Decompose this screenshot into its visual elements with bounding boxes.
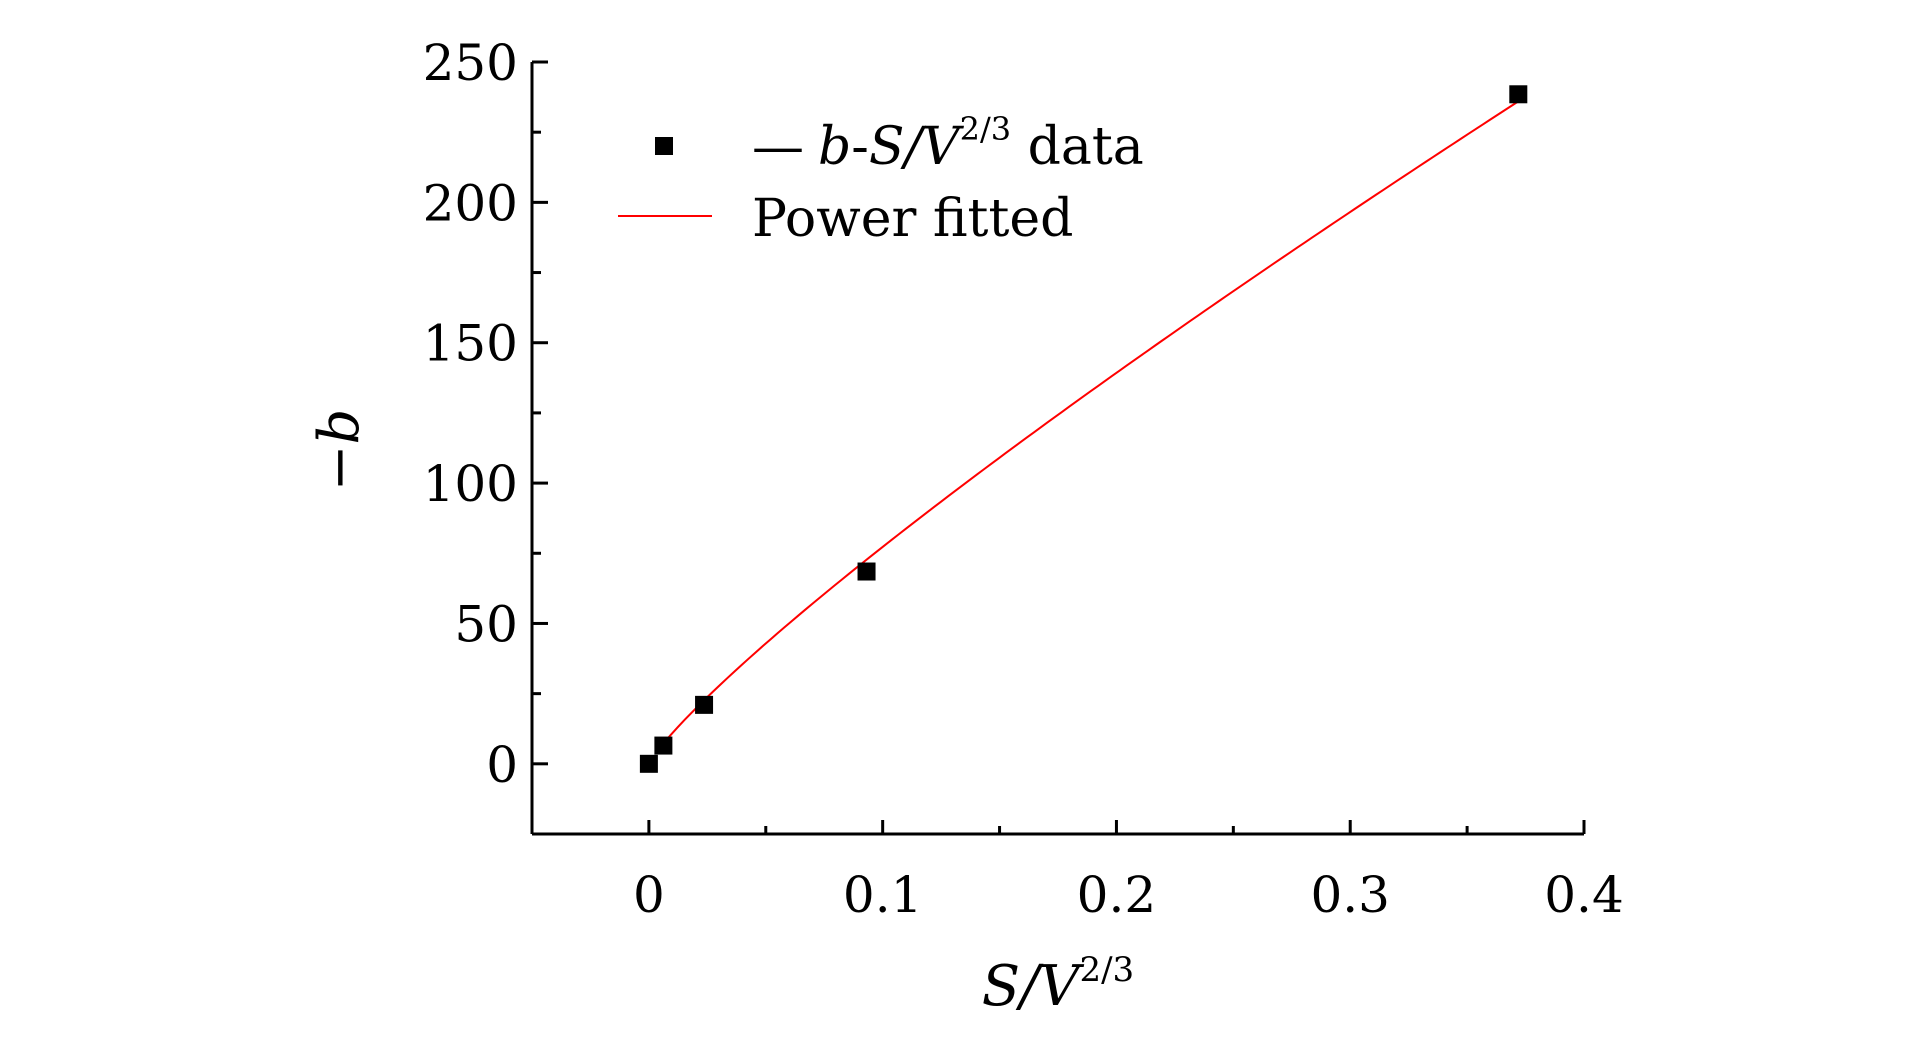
legend-label-data: — b-S/V2/3 data — [752, 110, 1144, 177]
legend-label-data-sup: 2/3 — [960, 110, 1012, 148]
y-tick-label: 100 — [423, 455, 518, 513]
y-tick-label: 50 — [454, 595, 518, 653]
ticks — [532, 60, 1586, 834]
legend-label-data-b: b — [818, 117, 851, 177]
x-axis-title-sup: 2/3 — [1079, 950, 1134, 990]
legend-label-data-sv: S/V — [869, 117, 964, 177]
x-tick-label: 0 — [633, 866, 665, 924]
legend-label-data-sep: - — [851, 117, 869, 177]
data-point — [1509, 85, 1528, 104]
data-point — [639, 754, 658, 773]
fit-layer — [662, 100, 1519, 745]
x-axis-title-base: S/V — [982, 954, 1085, 1019]
x-axis-title: S/V2/3 — [982, 950, 1134, 1019]
tick-labels: 0 0.1 0.2 0.3 0.4 0 50 100 150 200 250 — [423, 34, 1624, 924]
x-tick-label: 0.4 — [1544, 866, 1624, 924]
data-point — [857, 562, 876, 581]
power-fit-line — [662, 100, 1519, 745]
y-tick-label: 150 — [423, 315, 518, 373]
y-tick-label: 200 — [423, 174, 518, 232]
y-axis-title: −b — [307, 409, 372, 492]
legend-label-data-dash: — — [752, 117, 804, 177]
legend-marker-data — [655, 137, 673, 155]
data-point — [654, 736, 673, 755]
data-point — [695, 695, 714, 714]
x-tick-label: 0.2 — [1077, 866, 1157, 924]
legend-label-data-suffix: data — [1011, 117, 1144, 177]
legend-label-fit: Power fitted — [752, 189, 1073, 249]
y-tick-label: 250 — [423, 34, 518, 92]
axes — [530, 62, 1584, 836]
points-layer — [639, 85, 1528, 773]
x-tick-label: 0.3 — [1310, 866, 1390, 924]
legend: — b-S/V2/3 data Power fitted — [618, 110, 1144, 249]
x-tick-label: 0.1 — [843, 866, 923, 924]
y-tick-label: 0 — [486, 736, 518, 794]
